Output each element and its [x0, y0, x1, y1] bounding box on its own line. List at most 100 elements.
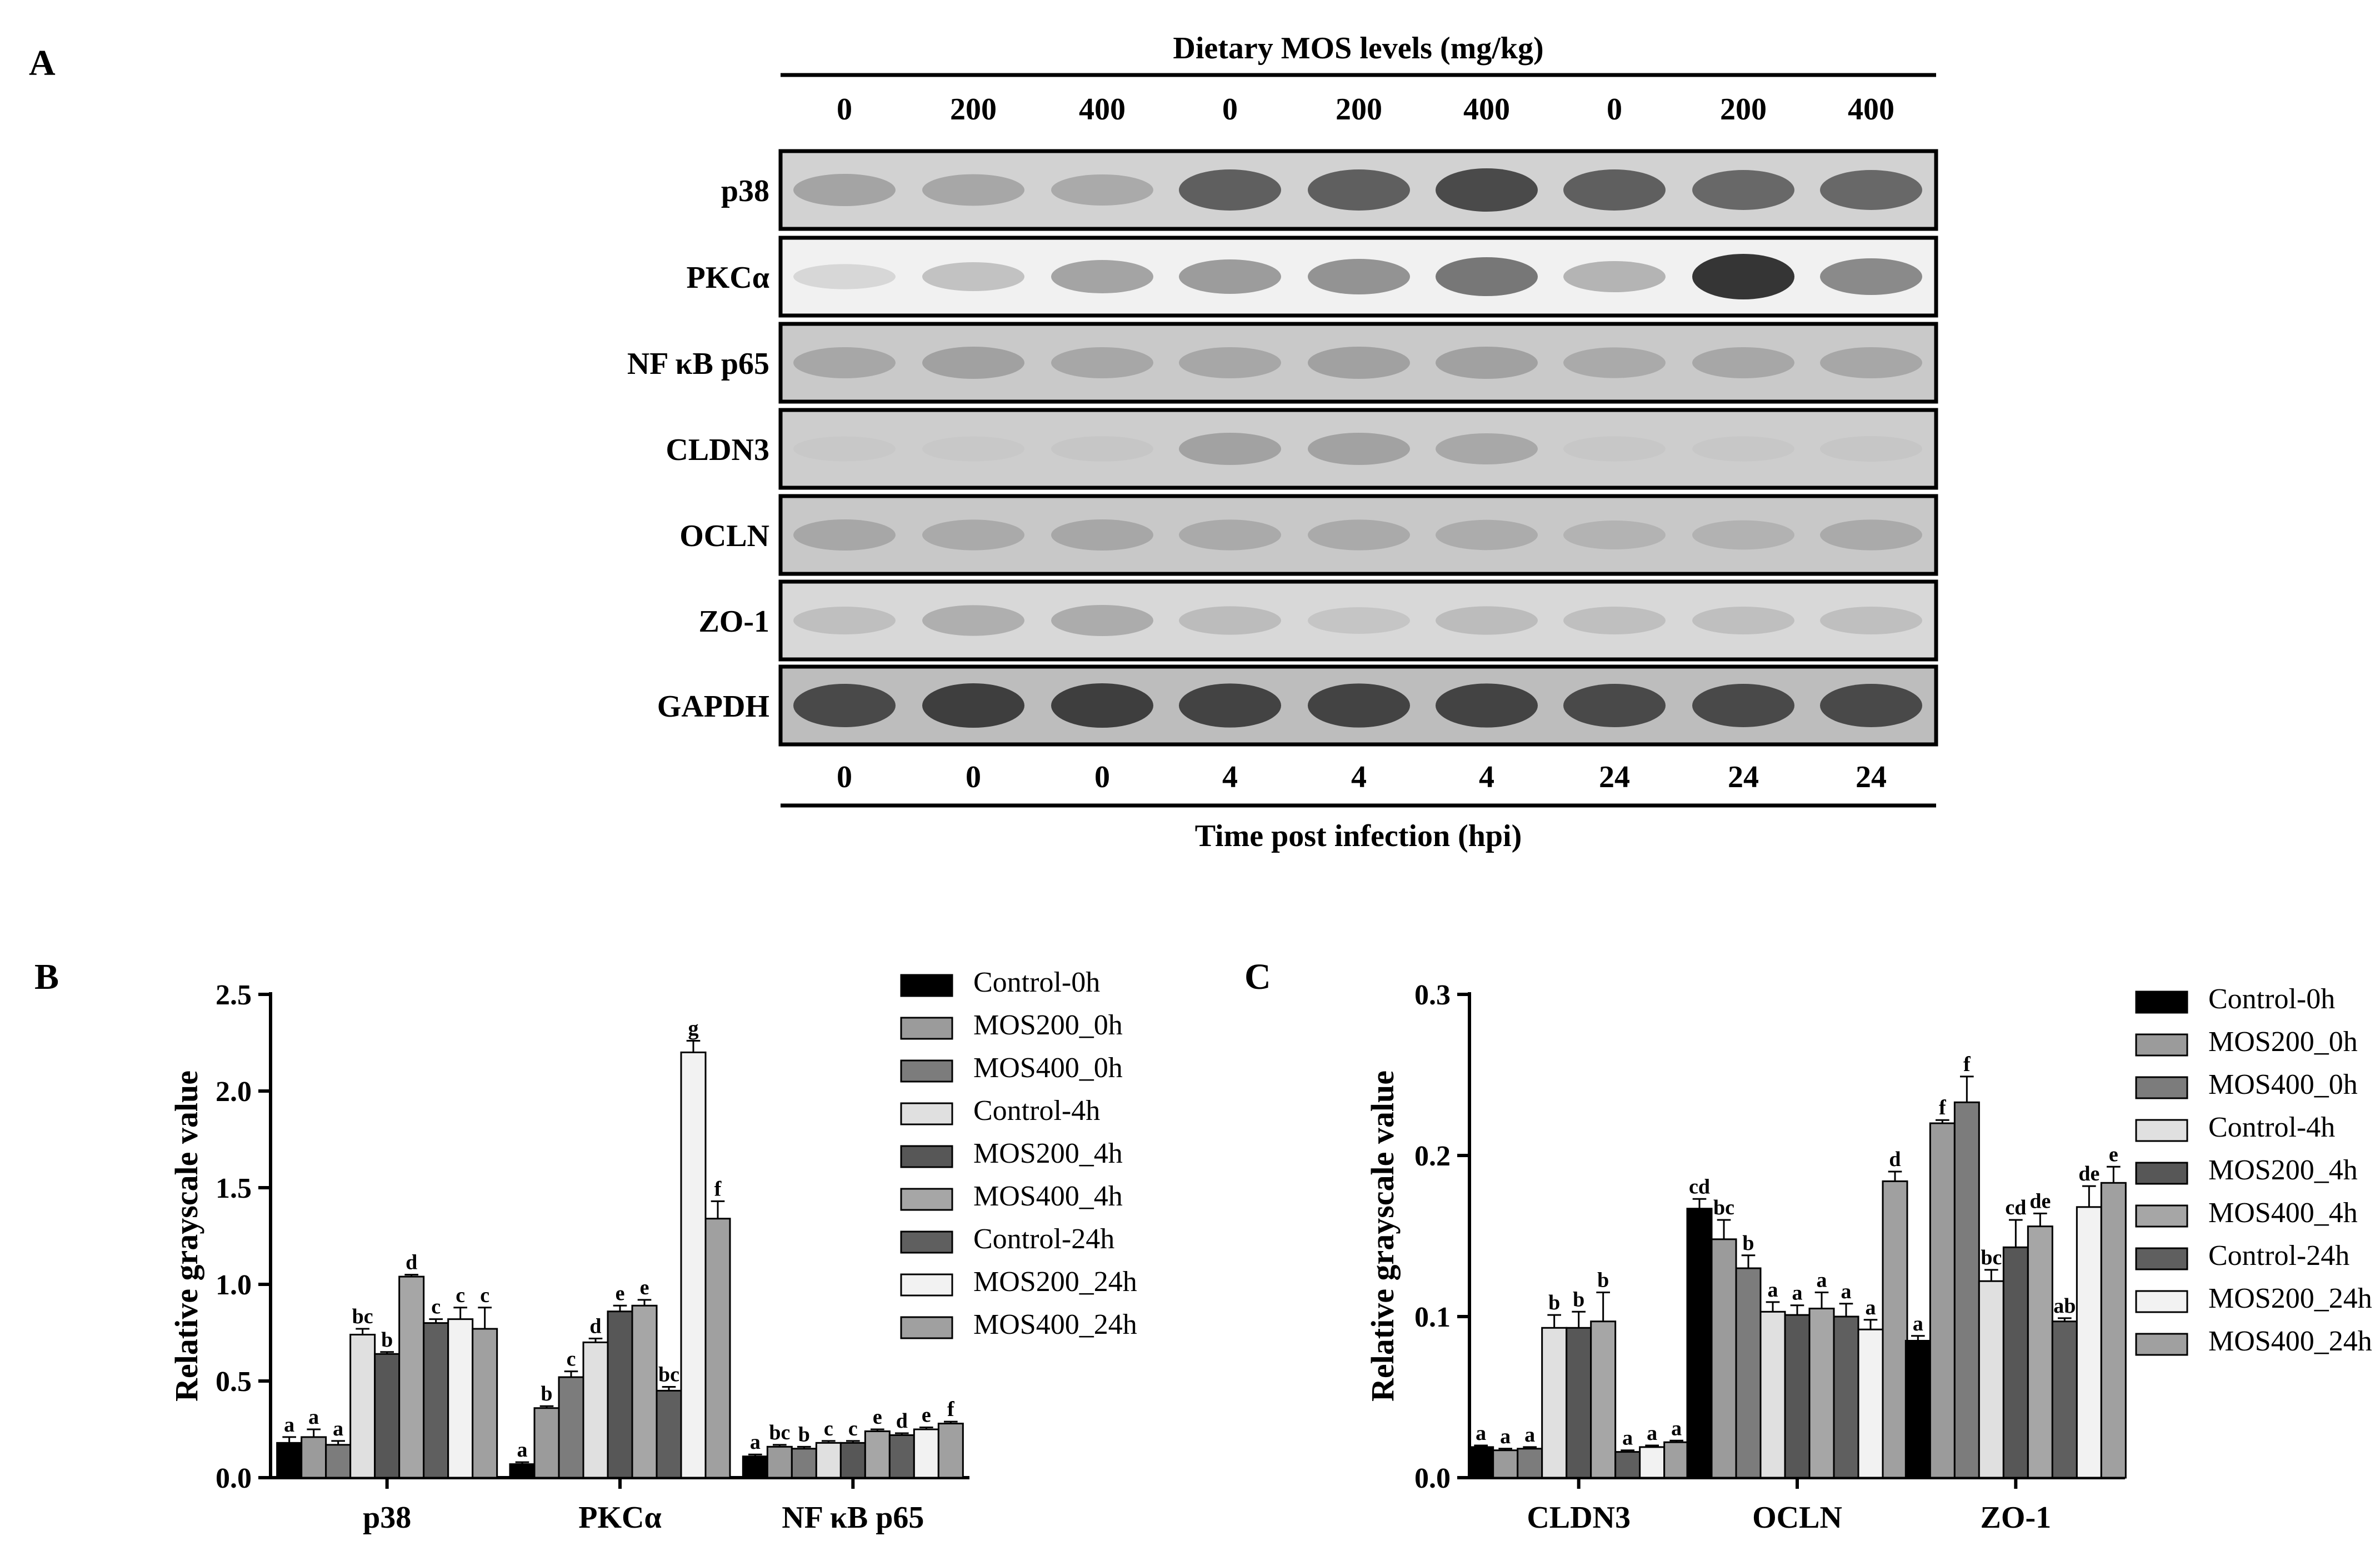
blot-band [1308, 683, 1410, 728]
significance-letter: a [517, 1438, 528, 1462]
blot-band [1308, 259, 1410, 294]
blot-band [1563, 261, 1666, 292]
x-tick-label: OCLN [1752, 1500, 1842, 1535]
blot-band [1563, 607, 1666, 634]
significance-letter: b [381, 1328, 393, 1352]
mos-level-labels: 0 200 400 0 200 400 0 200 400 [837, 92, 1894, 127]
mos-level-label: 400 [1463, 92, 1510, 127]
legend-swatch [2135, 990, 2188, 1014]
blot-row: NF κB p65 [627, 322, 1938, 404]
legend-label: Control-4h [2208, 1112, 2335, 1143]
significance-letter: d [896, 1409, 908, 1433]
bar [558, 1376, 584, 1479]
significance-letter: g [688, 1017, 699, 1040]
significance-letter: ab [2053, 1294, 2076, 1318]
bar [582, 1341, 609, 1479]
significance-letter: f [714, 1177, 722, 1200]
blot-band [922, 347, 1024, 379]
blot-band [1436, 168, 1538, 212]
mos-level-label: 0 [1222, 92, 1238, 127]
significance-letter: c [456, 1284, 465, 1307]
bar [1614, 1451, 1641, 1479]
protein-label: p38 [721, 174, 769, 208]
legend-swatch [2135, 1162, 2188, 1185]
significance-letter: b [541, 1382, 552, 1405]
y-tick-label: 2.5 [216, 979, 252, 1011]
significance-letter: c [567, 1348, 576, 1371]
bar [423, 1322, 449, 1479]
blot-band [1436, 606, 1538, 635]
bar [1639, 1446, 1666, 1479]
significance-letter: a [333, 1417, 343, 1440]
bar [509, 1463, 536, 1479]
legend-swatch [900, 1230, 953, 1254]
legend-swatch [2135, 1290, 2188, 1313]
significance-letter: cd [2005, 1196, 2026, 1219]
chart-b-legend: Control-0h MOS200_0h MOS400_0h Control-4h MO… [900, 967, 1137, 1340]
protein-label: ZO-1 [698, 604, 769, 639]
significance-letter: e [2109, 1143, 2118, 1166]
hpi-label: 24 [1856, 760, 1887, 794]
mos-level-label: 400 [1079, 92, 1126, 127]
blot-band [1308, 519, 1410, 551]
blot-band [1436, 347, 1538, 379]
significance-letter: bc [769, 1421, 790, 1444]
bar [2027, 1225, 2053, 1479]
blot-band [1692, 170, 1794, 210]
bar [815, 1442, 842, 1479]
bar [766, 1445, 793, 1479]
bar [301, 1436, 327, 1479]
y-tick-label: 1.5 [216, 1173, 252, 1204]
significance-letter: a [1647, 1422, 1657, 1445]
bar [1517, 1448, 1543, 1479]
blot-band [1051, 174, 1153, 206]
significance-letter: a [1817, 1269, 1827, 1292]
blot-band [793, 607, 896, 634]
significance-letter: a [1913, 1312, 1923, 1335]
y-tick-label: 0.2 [1414, 1140, 1451, 1172]
blot-band [1692, 684, 1794, 727]
bar [1978, 1280, 2004, 1479]
y-tick-label: 0.0 [1414, 1463, 1451, 1494]
mos-level-label: 200 [1720, 92, 1767, 127]
blot-band [1563, 684, 1666, 727]
blot-band [1820, 436, 1922, 462]
blot-band [1820, 170, 1922, 210]
blot-row: GAPDH [657, 664, 1938, 747]
significance-letter: bc [352, 1305, 373, 1328]
legend-swatch [900, 1059, 953, 1083]
significance-letter: de [2078, 1162, 2099, 1185]
legend-label: MOS200_4h [2208, 1154, 2358, 1186]
blot-band [793, 436, 896, 462]
blot-band [1308, 347, 1410, 379]
legend-label: MOS200_4h [973, 1138, 1123, 1169]
significance-letter: a [1768, 1278, 1778, 1302]
blot-band [1820, 258, 1922, 295]
blot-row: p38 [721, 149, 1938, 231]
bar [1808, 1308, 1835, 1479]
bar [1711, 1238, 1737, 1479]
significance-letter: b [798, 1423, 810, 1446]
significance-letter: b [1742, 1232, 1754, 1255]
significance-letter: e [640, 1276, 649, 1299]
blot-row: ZO-1 [698, 579, 1938, 662]
bar [913, 1428, 939, 1479]
hpi-label: 0 [837, 760, 852, 794]
blot-band [793, 174, 896, 206]
blot-band [1820, 684, 1922, 727]
mos-level-label: 400 [1848, 92, 1894, 127]
blot-band [1179, 606, 1281, 635]
x-tick-label: ZO-1 [1981, 1500, 2052, 1535]
protein-label: PKCα [687, 261, 769, 295]
legend-label: MOS200_24h [973, 1266, 1137, 1298]
legend-label: MOS400_4h [2208, 1197, 2358, 1229]
blot-band [1436, 519, 1538, 551]
panel-label-b: B [34, 957, 59, 997]
legend-label: MOS400_24h [973, 1309, 1137, 1340]
significance-letter: d [589, 1314, 601, 1338]
blot-row: OCLN [679, 494, 1938, 576]
blot-band [1820, 607, 1922, 634]
legend-label: MOS200_0h [973, 1009, 1123, 1041]
bar [1663, 1441, 1690, 1479]
significance-letter: f [1963, 1053, 1971, 1076]
